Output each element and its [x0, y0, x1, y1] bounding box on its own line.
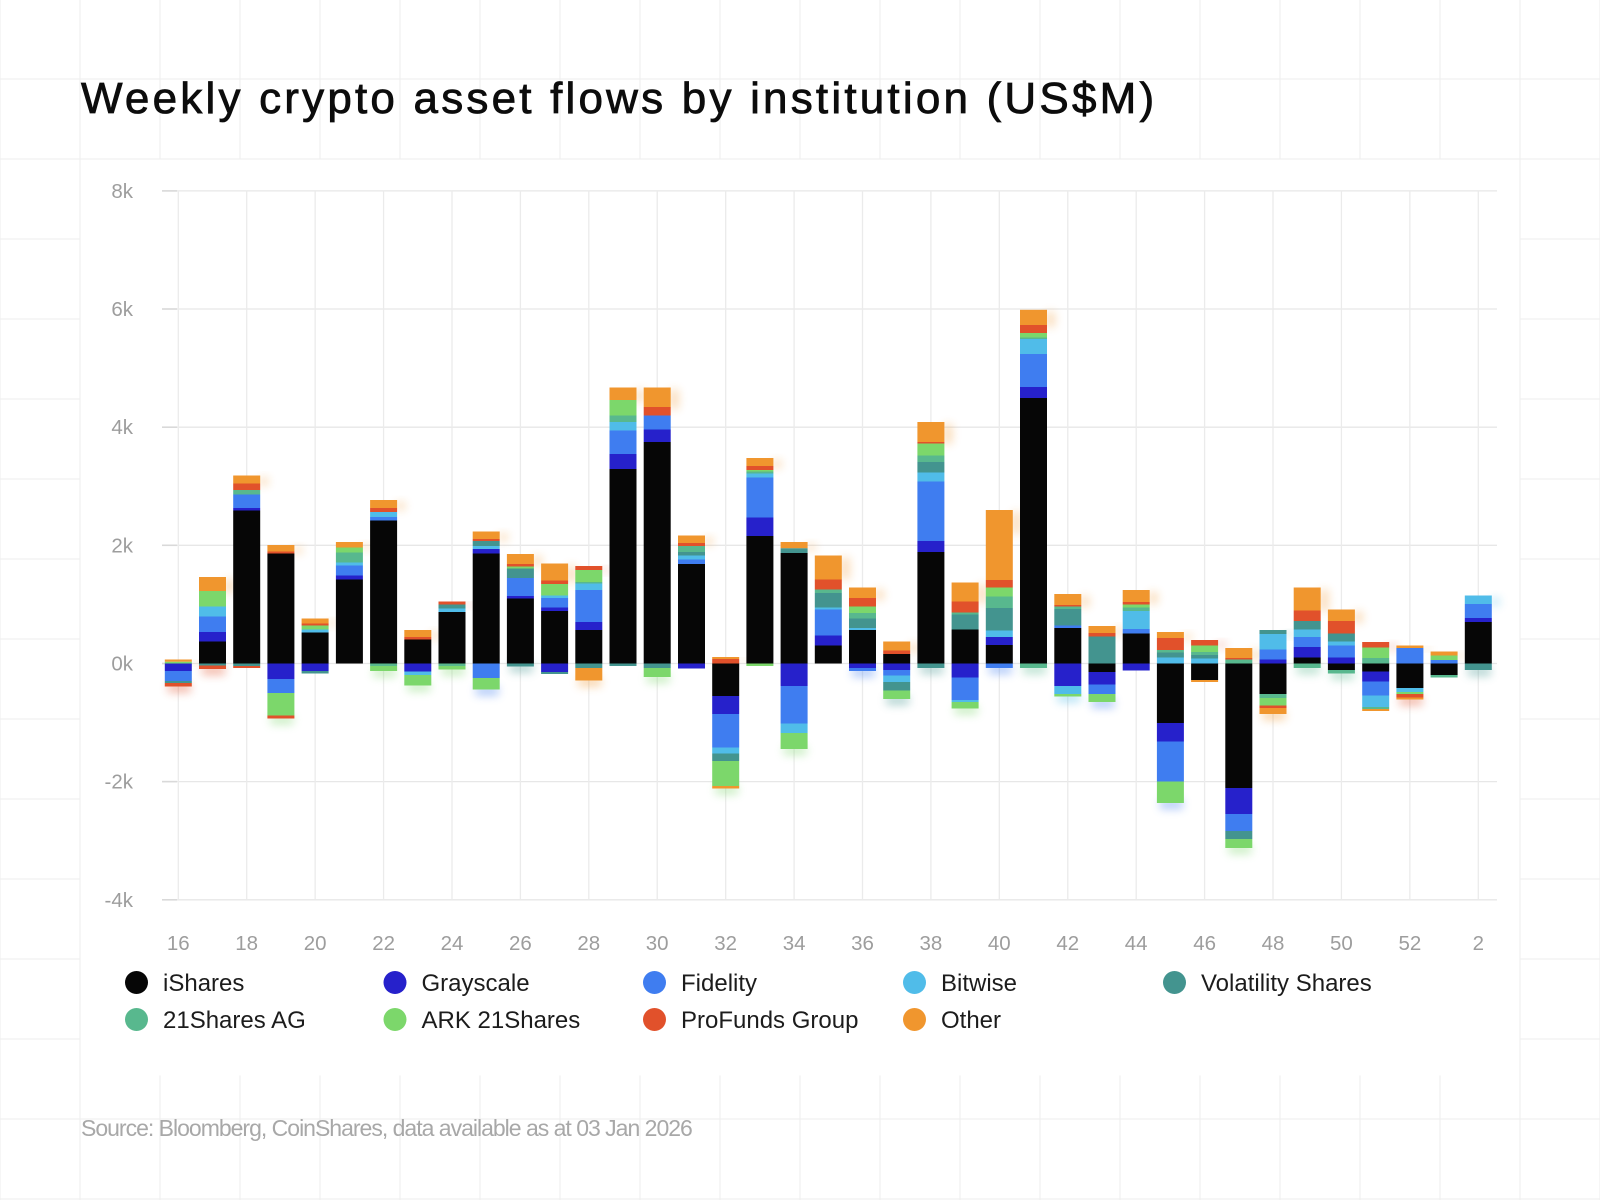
- svg-text:Fidelity: Fidelity: [681, 970, 757, 997]
- svg-text:Volatility Shares: Volatility Shares: [1201, 970, 1372, 997]
- svg-text:26: 26: [509, 932, 532, 955]
- svg-text:20: 20: [304, 932, 327, 955]
- svg-text:50: 50: [1330, 932, 1353, 955]
- svg-text:42: 42: [1056, 932, 1079, 955]
- svg-text:Source: Bloomberg, CoinShares,: Source: Bloomberg, CoinShares, data avai…: [81, 1115, 692, 1141]
- svg-text:Other: Other: [941, 1007, 1001, 1034]
- svg-text:32: 32: [714, 932, 737, 955]
- svg-text:Grayscale: Grayscale: [422, 970, 530, 997]
- svg-text:4k: 4k: [111, 416, 133, 439]
- svg-text:16: 16: [167, 932, 190, 955]
- svg-text:24: 24: [441, 932, 464, 955]
- svg-text:34: 34: [783, 932, 806, 955]
- svg-text:2: 2: [1473, 932, 1484, 955]
- svg-text:21Shares AG: 21Shares AG: [163, 1007, 306, 1034]
- svg-text:22: 22: [372, 932, 395, 955]
- svg-text:52: 52: [1398, 932, 1421, 955]
- svg-text:ARK 21Shares: ARK 21Shares: [422, 1007, 581, 1034]
- svg-text:iShares: iShares: [163, 970, 244, 997]
- svg-text:30: 30: [646, 932, 669, 955]
- svg-text:-4k: -4k: [105, 889, 134, 912]
- svg-text:-2k: -2k: [105, 771, 134, 794]
- svg-text:44: 44: [1125, 932, 1148, 955]
- svg-text:Weekly crypto asset flows by i: Weekly crypto asset flows by institution…: [81, 74, 1157, 123]
- svg-text:Bitwise: Bitwise: [941, 970, 1017, 997]
- svg-text:48: 48: [1262, 932, 1285, 955]
- svg-text:28: 28: [577, 932, 600, 955]
- svg-text:46: 46: [1193, 932, 1216, 955]
- svg-text:36: 36: [851, 932, 874, 955]
- svg-text:0k: 0k: [111, 653, 133, 676]
- svg-text:2k: 2k: [111, 534, 133, 557]
- svg-text:18: 18: [235, 932, 258, 955]
- svg-text:40: 40: [988, 932, 1011, 955]
- svg-text:38: 38: [919, 932, 942, 955]
- svg-text:6k: 6k: [111, 298, 133, 321]
- svg-text:ProFunds Group: ProFunds Group: [681, 1007, 858, 1034]
- svg-text:8k: 8k: [111, 180, 133, 203]
